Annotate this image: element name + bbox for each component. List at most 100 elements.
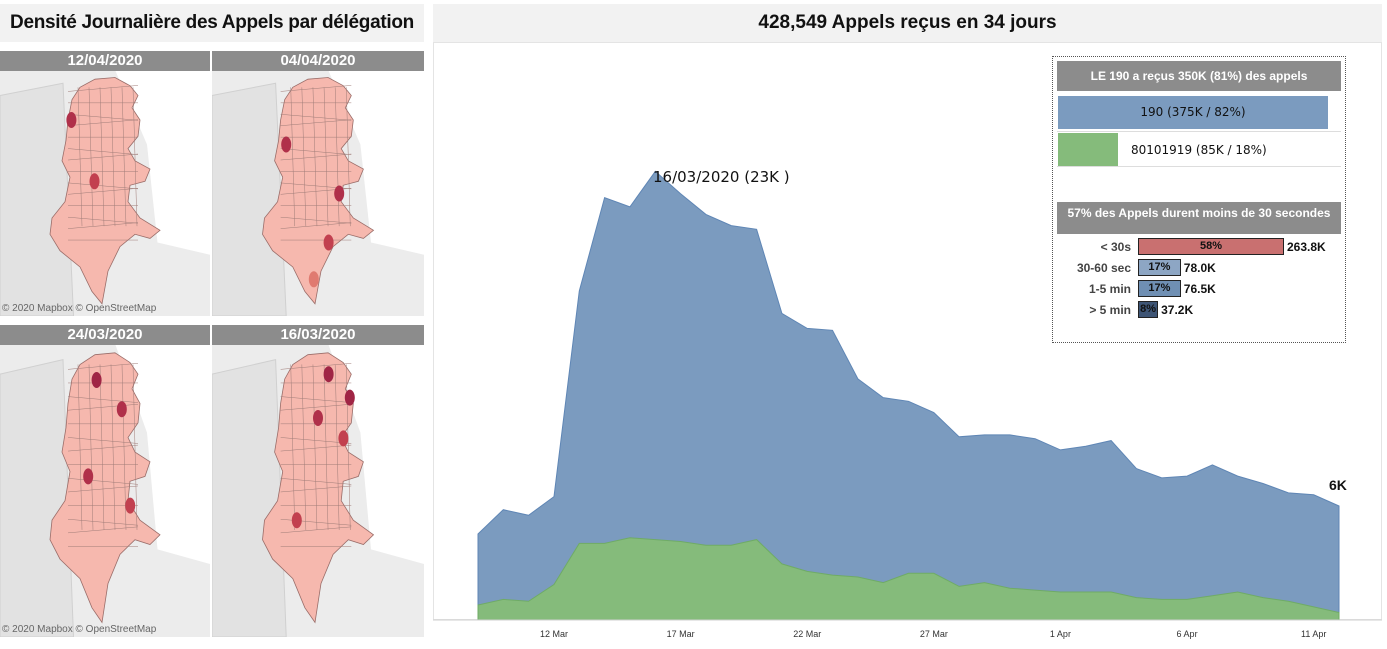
delegation-border — [67, 216, 139, 224]
delegation-border — [280, 153, 352, 161]
x-tick-label: 6 Apr — [1177, 629, 1198, 639]
neighbour-land — [0, 82, 75, 316]
map-panel-16-03[interactable]: 16/03/2020 — [212, 325, 424, 637]
tunisia-map — [0, 345, 210, 637]
map-panel-12-04[interactable]: 12/04/2020 © 2020 Mapbox © OpenStreetMap — [0, 51, 210, 316]
delegation-border — [88, 87, 94, 227]
delegation-border — [67, 114, 139, 121]
delegation-border — [280, 396, 352, 403]
delegation-border — [301, 364, 307, 530]
delegation-border — [280, 216, 352, 224]
high-density-delegation — [89, 173, 100, 190]
neighbour-land — [212, 358, 287, 637]
peak-annotation: 16/03/2020 (23K ) — [653, 168, 790, 186]
sea — [115, 71, 210, 255]
map-credit: © 2020 Mapbox © OpenStreetMap — [2, 624, 157, 635]
delegation-border — [290, 364, 295, 530]
duration-bar[interactable]: 17% — [1138, 259, 1181, 276]
map-date-header: 16/03/2020 — [212, 325, 424, 345]
delegation-border — [67, 396, 139, 403]
high-density-delegation — [313, 410, 323, 426]
duration-value: 37.2K — [1161, 303, 1194, 317]
tunisia-map — [212, 71, 424, 316]
delegation-border — [280, 444, 352, 452]
delegation-border — [334, 87, 340, 227]
high-density-delegation — [291, 512, 302, 529]
duration-value: 76.5K — [1183, 282, 1216, 296]
delegation-border — [67, 222, 139, 229]
map-date-header: 24/03/2020 — [0, 325, 210, 345]
delegation-border — [280, 114, 352, 121]
area-series-190[interactable] — [477, 170, 1340, 621]
duration-label: < 30s — [1100, 240, 1131, 254]
delegation-border — [99, 87, 105, 227]
tunisia-outline — [49, 352, 161, 624]
x-tick-label: 1 Apr — [1050, 629, 1071, 639]
delegation-border — [280, 403, 352, 411]
high-density-delegation — [91, 372, 102, 388]
end-annotation: 6K — [1329, 477, 1347, 493]
high-density-delegation — [83, 468, 94, 485]
delegation-border — [312, 87, 318, 227]
delegation-border — [77, 87, 83, 227]
delegation-border — [67, 444, 139, 452]
duration-header: 57% des Appels durent moins de 30 second… — [1057, 202, 1341, 234]
high-density-delegation — [66, 112, 77, 128]
delegation-border — [67, 518, 139, 526]
delegation-border — [99, 364, 105, 530]
delegation-border — [301, 87, 307, 227]
duration-label: 1-5 min — [1088, 282, 1131, 296]
tunisia-outline — [262, 77, 375, 305]
delegation-border — [67, 526, 139, 534]
tunisia-outline — [262, 352, 375, 624]
delegation-border — [121, 364, 127, 530]
delegation-border — [121, 87, 127, 227]
high-density-delegation — [338, 430, 349, 447]
delegation-border — [290, 87, 295, 227]
bar-80101919-label: 80101919 (85K / 18%) — [1131, 143, 1267, 157]
map-panel-24-03[interactable]: 24/03/2020 © 2020 Mapbox © OpenStreetMap — [0, 325, 210, 637]
delegation-border — [67, 403, 139, 411]
delegation-border — [67, 153, 139, 161]
delegation-border — [312, 364, 318, 530]
chart-title: 428,549 Appels reçus en 34 jours — [433, 4, 1382, 42]
duration-value: 263.8K — [1287, 240, 1326, 254]
delegation-border — [67, 363, 139, 370]
delegation-border — [110, 87, 116, 227]
delegation-border — [280, 363, 352, 370]
x-tick-label: 22 Mar — [793, 629, 821, 639]
high-density-delegation — [125, 497, 136, 514]
delegation-border — [280, 85, 352, 92]
tunisia-map — [212, 345, 424, 637]
x-tick-label: 11 Apr — [1301, 629, 1326, 639]
duration-value: 78.0K — [1183, 261, 1216, 275]
high-density-delegation — [323, 366, 334, 383]
delegation-border — [88, 364, 94, 530]
duration-bar[interactable]: 8% — [1138, 301, 1159, 318]
calls-area-chart[interactable]: 12 Mar 17 Mar 22 Mar 27 Mar 1 Apr 6 Apr 11 Apr… — [433, 42, 1382, 649]
tunisia-map — [0, 71, 210, 316]
high-density-delegation — [344, 389, 355, 406]
delegation-border — [346, 87, 351, 227]
bar-190[interactable] — [1058, 96, 1328, 129]
high-density-delegation — [116, 401, 127, 418]
x-tick-label: 17 Mar — [667, 629, 695, 639]
duration-bar[interactable]: 58% — [1138, 238, 1284, 255]
bar-80101919[interactable] — [1058, 133, 1118, 166]
duration-bar[interactable]: 17% — [1138, 280, 1181, 297]
summary-inset: LE 190 a reçus 350K (81%) des appels 190… — [1052, 56, 1346, 343]
duration-label: 30-60 sec — [1076, 261, 1131, 275]
map-section-title: Densité Journalière des Appels par délég… — [0, 4, 424, 42]
area-series-80101919[interactable] — [477, 537, 1340, 621]
bar-190-label: 190 (375K / 82%) — [1140, 105, 1246, 119]
delegation-border — [67, 119, 139, 126]
map-panel-04-04[interactable]: 04/04/2020 — [212, 51, 424, 316]
tunisia-outline — [49, 77, 161, 305]
map-credit: © 2020 Mapbox © OpenStreetMap — [2, 303, 157, 314]
delegation-border — [132, 364, 138, 530]
sea — [115, 345, 210, 564]
delegation-border — [323, 364, 329, 530]
map-date-header: 04/04/2020 — [212, 51, 424, 71]
delegation-border — [334, 364, 340, 530]
delegation-border — [280, 222, 352, 229]
